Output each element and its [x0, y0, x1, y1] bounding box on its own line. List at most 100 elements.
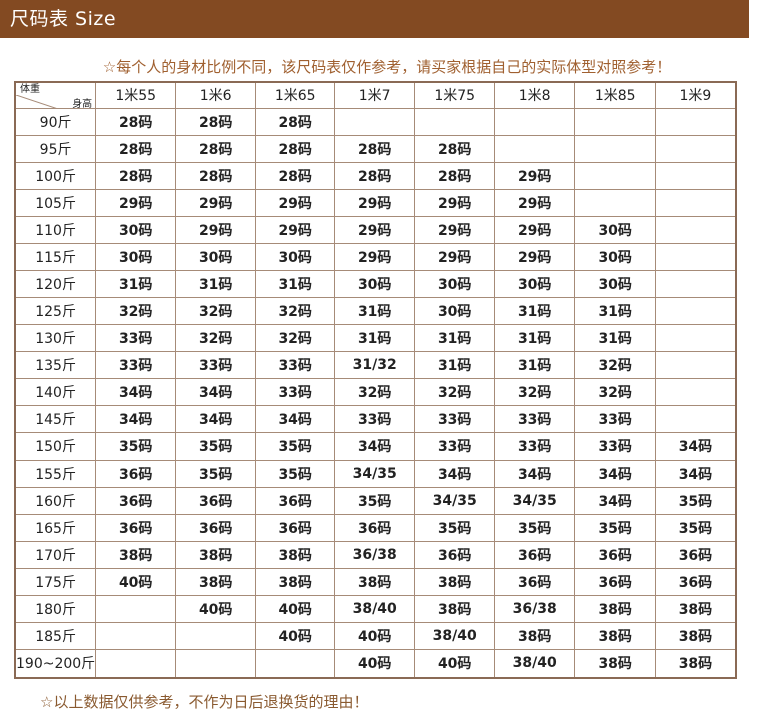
- table-row: 180斤 40码 40码 38/40 38码 36/38 38码 38码: [14, 594, 737, 623]
- size-cell: 29码: [175, 215, 257, 244]
- size-cell: 34码: [414, 459, 496, 488]
- size-cell: 35码: [95, 431, 177, 461]
- height-header: 1米85: [574, 81, 657, 109]
- size-cell: 34/35: [334, 459, 416, 488]
- size-cell: 38/40: [334, 594, 416, 623]
- size-cell: 28码: [414, 134, 496, 163]
- table-row: 155斤 36码 35码 35码 34/35 34码 34码 34码 34码: [14, 459, 737, 488]
- size-cell: 29码: [494, 188, 576, 217]
- size-cell: [95, 648, 177, 679]
- table-row: 130斤 33码 32码 32码 31码 31码 31码 31码: [14, 323, 737, 352]
- size-cell: 32码: [255, 323, 336, 352]
- size-cell: 36/38: [494, 594, 576, 623]
- size-cell: 36/38: [334, 540, 416, 569]
- size-cell: 38码: [175, 540, 257, 569]
- weight-cell: 190~200斤: [14, 648, 97, 679]
- size-cell: 40码: [255, 621, 336, 650]
- size-cell: 36码: [175, 486, 257, 515]
- size-cell: 31/32: [334, 350, 416, 379]
- size-cell: 29码: [255, 188, 336, 217]
- weight-cell: 145斤: [14, 404, 97, 433]
- size-cell: 34码: [655, 459, 737, 488]
- size-cell: 35码: [255, 459, 336, 488]
- size-cell: 31码: [494, 323, 576, 352]
- size-cell: 29码: [494, 242, 576, 271]
- size-cell: 33码: [95, 323, 177, 352]
- table-row: 95斤 28码 28码 28码 28码 28码: [14, 134, 737, 163]
- weight-cell: 125斤: [14, 296, 97, 325]
- size-cell: 30码: [175, 242, 257, 271]
- size-cell: 33码: [175, 350, 257, 379]
- height-header: 1米7: [334, 81, 416, 109]
- size-cell: 31码: [494, 296, 576, 325]
- size-table-body: 90斤 28码 28码 28码 95斤 28码 28码 28码 28码 28码 100斤 28码 28码…: [14, 107, 737, 679]
- size-cell: 30码: [95, 215, 177, 244]
- size-cell: 38码: [414, 594, 496, 623]
- size-cell: 40码: [175, 594, 257, 623]
- header-row: 身高 体重 1米55 1米6 1米65 1米7 1米75 1米8 1米85 1米…: [14, 81, 737, 109]
- size-cell: 31码: [175, 269, 257, 298]
- size-cell: 36码: [494, 540, 576, 569]
- weight-cell: 95斤: [14, 134, 97, 163]
- size-cell: [95, 594, 177, 623]
- size-cell: 32码: [574, 377, 657, 406]
- size-cell: 30码: [574, 242, 657, 271]
- size-cell: 40码: [95, 567, 177, 596]
- size-cell: [574, 107, 657, 136]
- size-cell: [574, 134, 657, 163]
- size-cell: [655, 107, 737, 136]
- size-cell: [494, 134, 576, 163]
- size-cell: 31码: [414, 323, 496, 352]
- corner-weight-label: 体重: [20, 84, 40, 96]
- weight-cell: 110斤: [14, 215, 97, 244]
- size-cell: 35码: [655, 513, 737, 542]
- size-cell: [175, 648, 257, 679]
- table-row: 120斤 31码 31码 31码 30码 30码 30码 30码: [14, 269, 737, 298]
- size-cell: 34码: [255, 404, 336, 433]
- size-cell: 31码: [574, 323, 657, 352]
- size-cell: 28码: [95, 134, 177, 163]
- weight-cell: 115斤: [14, 242, 97, 271]
- size-cell: 32码: [334, 377, 416, 406]
- size-cell: 32码: [95, 296, 177, 325]
- size-cell: 28码: [255, 134, 336, 163]
- size-cell: 28码: [175, 161, 257, 190]
- table-row: 175斤 40码 38码 38码 38码 38码 36码 36码 36码: [14, 567, 737, 596]
- size-cell: 29码: [334, 242, 416, 271]
- size-cell: 30码: [414, 269, 496, 298]
- size-cell: [175, 621, 257, 650]
- weight-cell: 130斤: [14, 323, 97, 352]
- size-cell: 33码: [494, 404, 576, 433]
- size-cell: 29码: [414, 188, 496, 217]
- size-cell: 29码: [414, 215, 496, 244]
- size-cell: 35码: [255, 431, 336, 461]
- size-cell: 28码: [255, 107, 336, 136]
- size-cell: 32码: [175, 323, 257, 352]
- weight-cell: 175斤: [14, 567, 97, 596]
- size-cell: 29码: [334, 215, 416, 244]
- size-cell: 36码: [95, 486, 177, 515]
- size-cell: 28码: [95, 161, 177, 190]
- size-cell: 38码: [574, 648, 657, 679]
- height-header: 1米75: [414, 81, 496, 109]
- size-chart-header: 尺码表 Size: [0, 0, 749, 38]
- size-cell: 29码: [175, 188, 257, 217]
- corner-diagonal: [16, 95, 53, 107]
- weight-cell: 150斤: [14, 431, 97, 461]
- size-cell: 38码: [255, 540, 336, 569]
- weight-cell: 185斤: [14, 621, 97, 650]
- size-cell: 38码: [95, 540, 177, 569]
- size-cell: 34码: [494, 459, 576, 488]
- table-row: 170斤 38码 38码 38码 36/38 36码 36码 36码 36码: [14, 540, 737, 569]
- size-cell: [414, 107, 496, 136]
- size-cell: 38码: [255, 567, 336, 596]
- table-row: 140斤 34码 34码 33码 32码 32码 32码 32码: [14, 377, 737, 406]
- size-cell: 38/40: [494, 648, 576, 679]
- size-cell: [255, 648, 336, 679]
- size-cell: 35码: [414, 513, 496, 542]
- size-cell: 32码: [574, 350, 657, 379]
- size-cell: 34码: [655, 431, 737, 461]
- size-cell: 35码: [574, 513, 657, 542]
- size-cell: 33码: [255, 350, 336, 379]
- weight-cell: 155斤: [14, 459, 97, 488]
